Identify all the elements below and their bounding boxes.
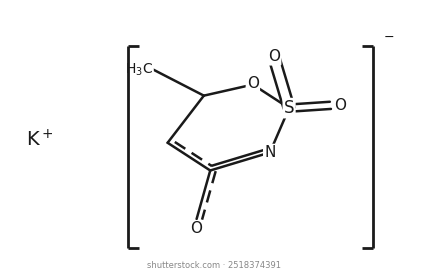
Text: S: S (284, 99, 294, 117)
Text: $^{-}$: $^{-}$ (383, 32, 394, 51)
Text: H$_3$C: H$_3$C (124, 61, 153, 78)
Text: N: N (264, 145, 275, 160)
Text: O: O (190, 221, 202, 236)
Text: K$^+$: K$^+$ (26, 129, 54, 151)
Text: O: O (247, 76, 259, 91)
Text: shutterstock.com · 2518374391: shutterstock.com · 2518374391 (148, 261, 281, 270)
Text: O: O (268, 49, 280, 64)
Text: O: O (334, 98, 346, 113)
